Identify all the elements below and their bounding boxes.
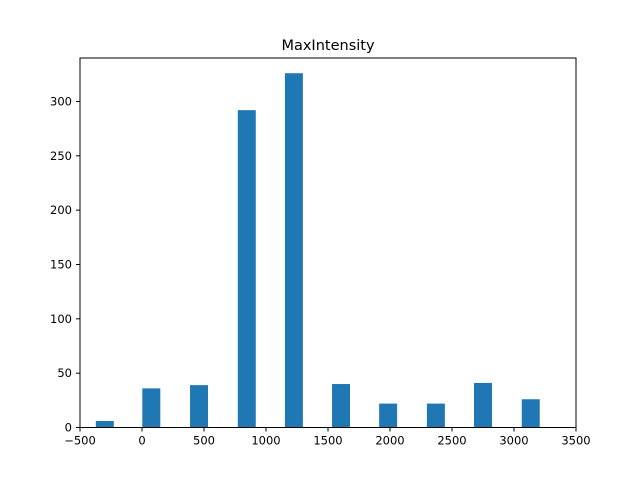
bars-group: [95, 73, 540, 428]
x-axis: −500 0 500 1000 1500 2000 2500 3000 3500: [64, 427, 591, 448]
histogram-bar: [426, 403, 445, 428]
histogram-bar: [474, 382, 492, 428]
x-tick-label: 0: [138, 434, 145, 448]
x-tick-label: −500: [64, 434, 96, 448]
x-tick-label: 3500: [561, 434, 590, 448]
y-tick-label: 250: [50, 149, 72, 163]
histogram-bar: [190, 385, 209, 428]
plot-frame: [79, 57, 577, 428]
x-tick-label: 2500: [437, 434, 466, 448]
y-tick-label: 50: [57, 366, 72, 380]
histogram-bar: [284, 73, 303, 428]
y-tick-label: 100: [50, 312, 72, 326]
x-tick-label: 3000: [499, 434, 528, 448]
x-tick-label: 500: [193, 434, 215, 448]
x-tick-label: 2000: [375, 434, 404, 448]
x-tick-label: 1000: [251, 434, 280, 448]
y-tick-label: 300: [50, 94, 72, 108]
x-tick-label: 1500: [313, 434, 342, 448]
y-axis: 0 50 100 150 200 250 300: [50, 94, 80, 435]
chart-title: MaxIntensity: [281, 38, 375, 54]
histogram-bar: [521, 399, 540, 428]
y-tick-label: 200: [50, 203, 72, 217]
histogram-bar: [95, 420, 114, 428]
histogram-bar: [142, 388, 161, 428]
histogram-bar: [332, 384, 351, 428]
y-tick-label: 150: [50, 257, 72, 271]
histogram-bar: [237, 110, 256, 428]
histogram-bar: [379, 403, 398, 428]
y-tick-label: 0: [65, 421, 72, 435]
